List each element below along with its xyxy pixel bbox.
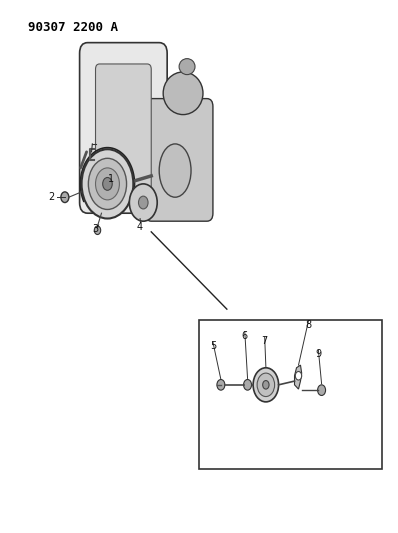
Circle shape xyxy=(257,373,275,397)
Circle shape xyxy=(244,379,252,390)
Circle shape xyxy=(82,149,133,219)
Circle shape xyxy=(217,379,225,390)
Circle shape xyxy=(94,226,101,235)
Circle shape xyxy=(103,177,112,190)
Text: 8: 8 xyxy=(305,320,312,330)
Text: 9: 9 xyxy=(315,350,322,359)
Text: 2: 2 xyxy=(49,192,55,202)
Text: 7: 7 xyxy=(261,336,268,346)
FancyBboxPatch shape xyxy=(96,64,151,192)
Text: 5: 5 xyxy=(210,342,216,351)
Circle shape xyxy=(253,368,279,402)
Bar xyxy=(199,320,382,469)
Text: 6: 6 xyxy=(242,331,248,341)
Circle shape xyxy=(88,158,127,209)
Polygon shape xyxy=(295,365,302,389)
Circle shape xyxy=(139,196,148,209)
Text: 90307 2200 A: 90307 2200 A xyxy=(28,21,118,34)
Circle shape xyxy=(318,385,326,395)
Text: 1: 1 xyxy=(108,174,115,183)
Ellipse shape xyxy=(159,144,191,197)
Circle shape xyxy=(295,372,302,380)
Circle shape xyxy=(96,168,119,200)
Ellipse shape xyxy=(179,59,195,75)
Circle shape xyxy=(263,381,269,389)
FancyArrowPatch shape xyxy=(80,152,87,168)
Text: 4: 4 xyxy=(136,222,142,231)
Ellipse shape xyxy=(163,72,203,115)
Circle shape xyxy=(129,184,157,221)
FancyBboxPatch shape xyxy=(145,99,213,221)
Circle shape xyxy=(61,192,69,203)
Text: 3: 3 xyxy=(92,224,99,234)
FancyBboxPatch shape xyxy=(80,43,167,213)
